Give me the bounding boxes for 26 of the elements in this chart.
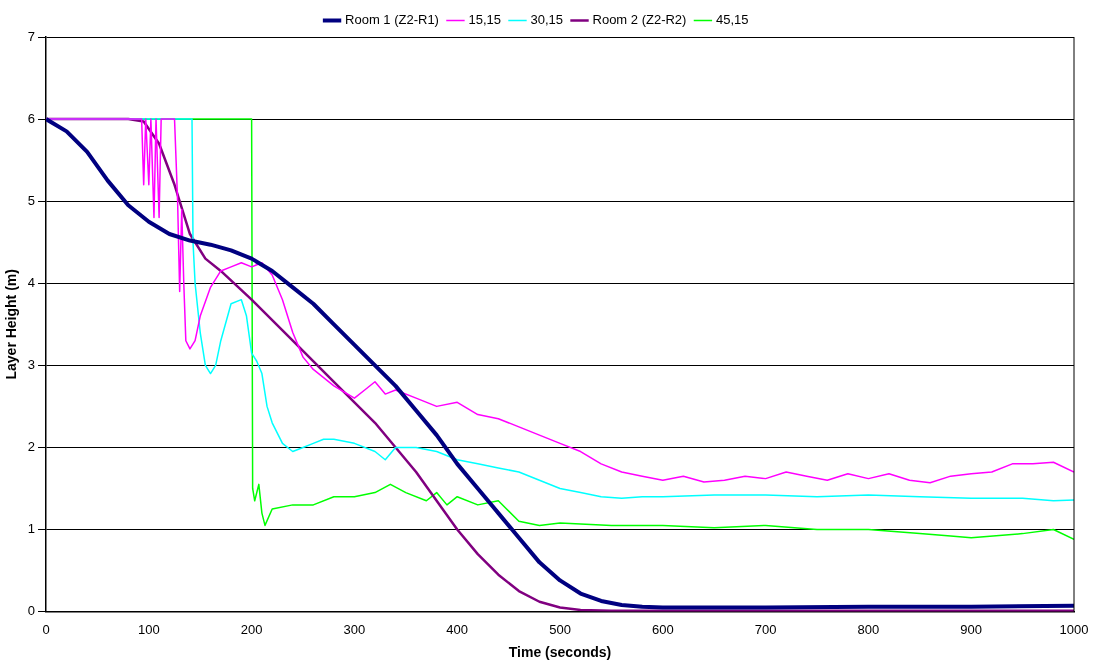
x-tick-label: 600	[651, 621, 674, 637]
legend-label: Room 1 (Z2-R1)	[345, 12, 439, 28]
x-axis-title: Time (seconds)	[508, 644, 612, 661]
x-tick-label: 900	[960, 621, 983, 637]
y-tick-label: 3	[27, 356, 36, 372]
legend-label: 30,15	[530, 12, 564, 28]
x-tick-label: 0	[42, 621, 50, 637]
x-tick-label: 400	[446, 621, 469, 637]
y-axis-title: Layer Height (m)	[3, 269, 20, 380]
x-tick-label: 500	[549, 621, 571, 637]
legend-label: Room 2 (Z2-R2)	[592, 12, 687, 28]
x-tick-label: 1000	[1059, 621, 1089, 637]
legend-label: 15,15	[468, 12, 501, 28]
y-tick-label: 7	[27, 28, 36, 44]
y-tick-label: 5	[27, 192, 36, 208]
y-tick-label: 6	[27, 110, 36, 126]
x-tick-label: 300	[343, 621, 366, 637]
y-tick-label: 1	[27, 521, 36, 537]
y-tick-label: 4	[27, 274, 36, 290]
x-tick-label: 100	[137, 621, 160, 637]
y-tick-label: 2	[27, 439, 36, 455]
x-tick-label: 700	[754, 621, 777, 637]
y-tick-label: 0	[27, 603, 36, 619]
x-tick-label: 200	[240, 621, 263, 637]
x-tick-label: 800	[857, 621, 880, 637]
legend-label: 45,15	[715, 12, 749, 28]
